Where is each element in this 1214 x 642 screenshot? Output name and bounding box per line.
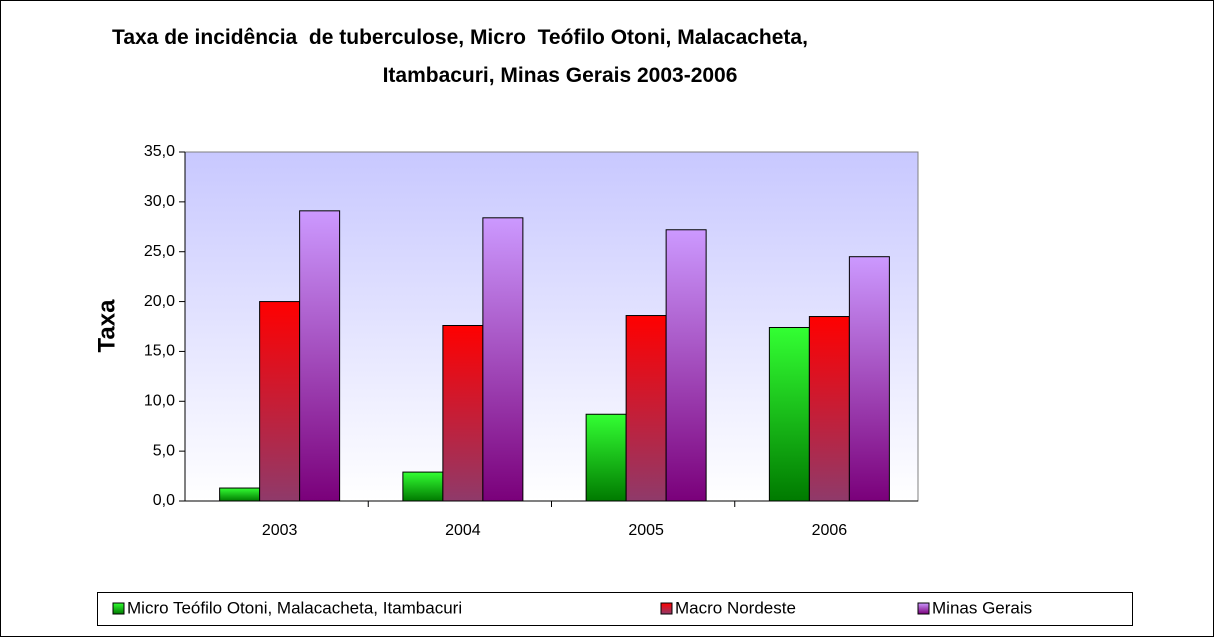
y-tick-label: 5,0 (153, 442, 175, 459)
bar (442, 325, 484, 502)
x-tick-label: 2005 (628, 522, 664, 539)
bar (299, 210, 341, 502)
y-tick-label: 25,0 (144, 243, 175, 260)
y-tick-label: 0,0 (153, 492, 175, 509)
legend-swatch (112, 602, 125, 615)
bar (219, 487, 261, 502)
x-tick-label: 2004 (445, 522, 481, 539)
bar (585, 413, 627, 502)
legend (97, 592, 1133, 626)
legend-label: Macro Nordeste (675, 598, 796, 617)
y-axis-label: Taxa (93, 299, 120, 353)
bar (768, 326, 810, 502)
y-tick-label: 30,0 (144, 193, 175, 210)
legend-label: Minas Gerais (932, 598, 1032, 617)
x-tick-label: 2003 (262, 522, 298, 539)
bar (259, 301, 301, 502)
bar (402, 471, 444, 502)
chart-title: Taxa de incidência de tuberculose, Micro… (112, 26, 808, 49)
bar (848, 256, 890, 502)
y-tick-label: 15,0 (144, 343, 175, 360)
bar (482, 217, 524, 502)
chart-title: Itambacuri, Minas Gerais 2003-2006 (383, 64, 738, 87)
bar (665, 229, 707, 502)
x-tick-label: 2006 (812, 522, 848, 539)
y-tick-label: 20,0 (144, 293, 175, 310)
y-tick-label: 35,0 (144, 143, 175, 160)
bar (808, 316, 850, 502)
legend-swatch (660, 602, 673, 615)
bar (625, 315, 667, 502)
y-tick-label: 10,0 (144, 393, 175, 410)
legend-label: Micro Teófilo Otoni, Malacacheta, Itamba… (127, 598, 462, 617)
legend-swatch (917, 602, 930, 615)
